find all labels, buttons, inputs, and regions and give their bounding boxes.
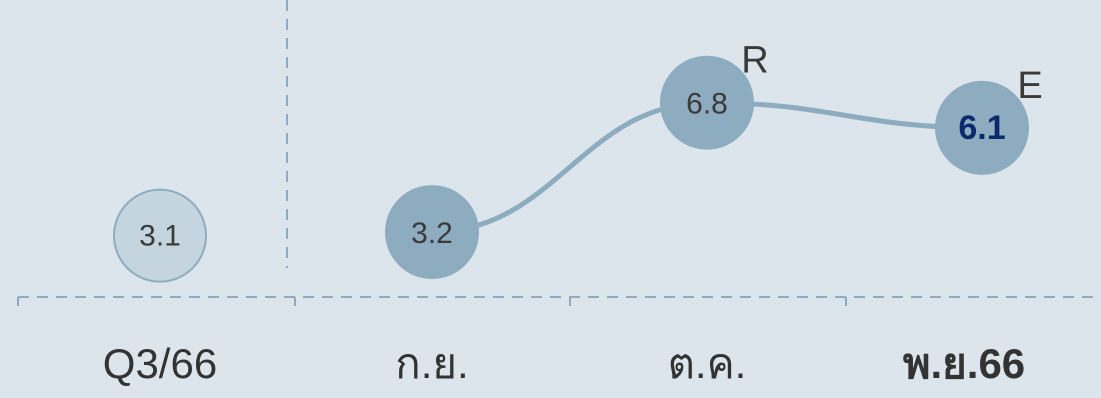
category-label: พ.ย.66	[903, 340, 1025, 387]
category-labels: Q3/66 ก.ย. ต.ค. พ.ย.66	[103, 340, 1025, 387]
point-marker-cat-3	[935, 80, 1029, 175]
category-label: Q3/66	[103, 340, 217, 387]
point-value-label: 6.8	[686, 88, 728, 121]
point-marker-cat-1	[385, 185, 479, 280]
point-status-tag: E	[1017, 65, 1042, 107]
x-axis-ticks	[17, 297, 847, 306]
series-markers: 3.1 3.2 6.8 R 6.1 E	[113, 40, 1043, 283]
point-value-label: 3.1	[139, 220, 181, 253]
category-label: ก.ย.	[395, 340, 468, 387]
point-marker-cat-0	[113, 188, 207, 283]
point-status-tag: R	[741, 40, 768, 82]
point-value-label: 6.1	[958, 109, 1005, 147]
point-marker-cat-2	[660, 55, 754, 150]
category-label: ต.ค.	[668, 340, 747, 387]
point-value-label: 3.2	[411, 217, 453, 250]
